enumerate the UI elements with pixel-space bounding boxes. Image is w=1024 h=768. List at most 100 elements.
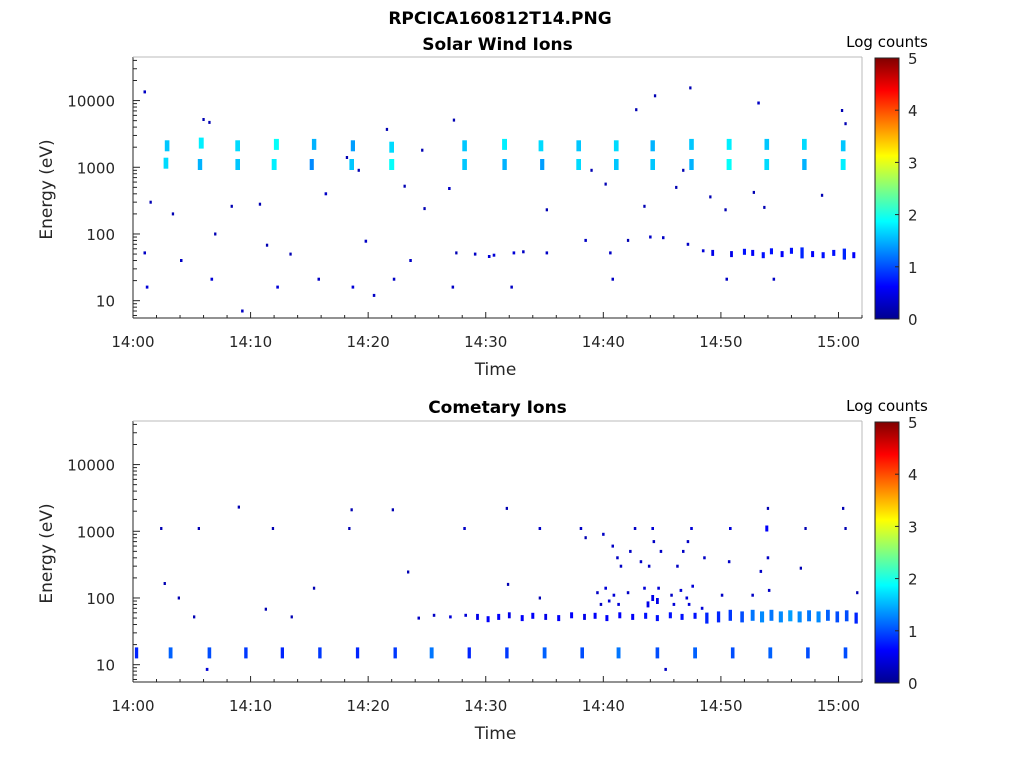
data-point bbox=[690, 527, 693, 530]
data-point bbox=[596, 591, 599, 595]
data-point bbox=[612, 593, 616, 597]
data-point bbox=[802, 159, 807, 170]
data-point bbox=[772, 277, 776, 281]
data-point bbox=[729, 527, 732, 530]
data-point bbox=[631, 613, 635, 620]
data-point bbox=[462, 159, 467, 170]
colorbar-label: Log counts bbox=[846, 33, 928, 51]
data-point bbox=[705, 612, 709, 624]
data-point bbox=[505, 506, 508, 510]
data-point bbox=[580, 647, 584, 659]
data-points bbox=[134, 505, 859, 671]
data-point bbox=[724, 208, 727, 212]
data-point bbox=[657, 586, 660, 590]
data-point bbox=[393, 647, 397, 659]
data-point bbox=[538, 140, 544, 152]
data-point bbox=[613, 140, 619, 152]
data-point bbox=[664, 667, 667, 671]
data-point bbox=[662, 236, 665, 240]
data-point bbox=[742, 248, 746, 255]
data-point bbox=[241, 309, 244, 313]
data-point bbox=[258, 202, 262, 206]
data-point bbox=[633, 527, 637, 530]
colorbar-gradient bbox=[874, 57, 900, 320]
x-tick-label: 14:40 bbox=[582, 697, 625, 715]
data-point bbox=[604, 586, 607, 590]
data-point bbox=[789, 247, 793, 254]
data-point bbox=[650, 159, 655, 170]
data-point bbox=[618, 612, 622, 619]
data-point bbox=[208, 120, 211, 124]
data-point bbox=[507, 612, 511, 619]
data-point bbox=[752, 190, 755, 194]
data-point bbox=[730, 251, 733, 258]
data-point bbox=[751, 593, 754, 597]
data-point bbox=[389, 141, 394, 153]
data-point bbox=[452, 118, 456, 122]
data-point bbox=[716, 611, 721, 623]
data-point bbox=[318, 647, 322, 659]
data-point bbox=[679, 588, 683, 592]
data-point bbox=[670, 593, 673, 597]
data-point bbox=[421, 148, 424, 152]
colorbar-gradient bbox=[874, 421, 900, 684]
data-point bbox=[244, 647, 248, 659]
data-point bbox=[455, 251, 458, 255]
figure-title: RPCICA160812T14.PNG bbox=[388, 9, 611, 29]
data-point bbox=[230, 204, 233, 208]
data-point bbox=[599, 602, 603, 606]
data-point bbox=[271, 159, 277, 170]
data-point bbox=[180, 259, 183, 262]
data-point bbox=[856, 591, 859, 595]
data-point bbox=[351, 285, 355, 289]
data-point bbox=[198, 137, 204, 149]
data-point bbox=[682, 168, 685, 172]
data-point bbox=[656, 598, 659, 604]
data-point bbox=[345, 156, 349, 159]
data-point bbox=[557, 615, 561, 622]
data-point bbox=[389, 159, 395, 170]
data-point bbox=[417, 616, 420, 620]
data-point bbox=[607, 599, 611, 603]
colorbar-tick-label: 5 bbox=[908, 414, 918, 432]
data-point bbox=[840, 159, 846, 170]
data-point bbox=[807, 610, 811, 622]
data-point bbox=[372, 293, 376, 297]
data-point bbox=[629, 549, 632, 553]
data-point bbox=[651, 527, 654, 530]
data-point bbox=[821, 252, 825, 259]
data-point bbox=[464, 613, 467, 617]
data-point bbox=[235, 140, 240, 152]
data-point bbox=[448, 187, 451, 190]
data-point bbox=[768, 647, 773, 659]
data-point bbox=[502, 138, 507, 150]
data-point bbox=[312, 586, 316, 590]
colorbar-tick-label: 0 bbox=[908, 311, 918, 329]
data-point bbox=[686, 242, 690, 246]
data-point bbox=[403, 184, 406, 188]
colorbar-tick-label: 2 bbox=[908, 571, 918, 589]
data-points bbox=[143, 86, 856, 313]
data-point bbox=[364, 239, 368, 243]
data-point bbox=[429, 647, 434, 659]
data-point bbox=[653, 94, 657, 98]
x-tick-label: 14:10 bbox=[229, 333, 272, 351]
x-axis-label: Time bbox=[474, 360, 517, 380]
data-point bbox=[643, 586, 646, 590]
colorbar-tick-label: 4 bbox=[908, 466, 918, 484]
data-point bbox=[655, 615, 659, 622]
data-point bbox=[522, 250, 525, 254]
x-tick-label: 14:20 bbox=[347, 333, 390, 351]
data-point bbox=[143, 251, 146, 255]
x-tick-label: 14:00 bbox=[111, 333, 154, 351]
data-point bbox=[542, 647, 547, 659]
data-point bbox=[544, 613, 548, 620]
data-point bbox=[512, 251, 516, 255]
data-point bbox=[467, 647, 471, 659]
solar-wind-ions-panel: Solar Wind Ions 14:00 14:10 14:20 14:30 14:40… bbox=[37, 33, 928, 380]
x-tick-label: 15:00 bbox=[817, 333, 860, 351]
data-point bbox=[168, 647, 173, 659]
data-point bbox=[802, 138, 807, 150]
data-point bbox=[844, 122, 847, 126]
data-point bbox=[740, 611, 744, 623]
